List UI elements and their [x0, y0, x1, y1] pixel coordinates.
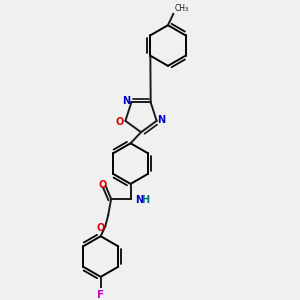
Text: N: N	[158, 115, 166, 125]
Text: CH₃: CH₃	[174, 4, 188, 13]
Text: H: H	[141, 195, 149, 205]
Text: F: F	[97, 290, 104, 300]
Text: N: N	[135, 195, 143, 205]
Text: O: O	[98, 179, 106, 190]
Text: N: N	[122, 96, 131, 106]
Text: O: O	[96, 223, 104, 232]
Text: O: O	[116, 117, 124, 127]
